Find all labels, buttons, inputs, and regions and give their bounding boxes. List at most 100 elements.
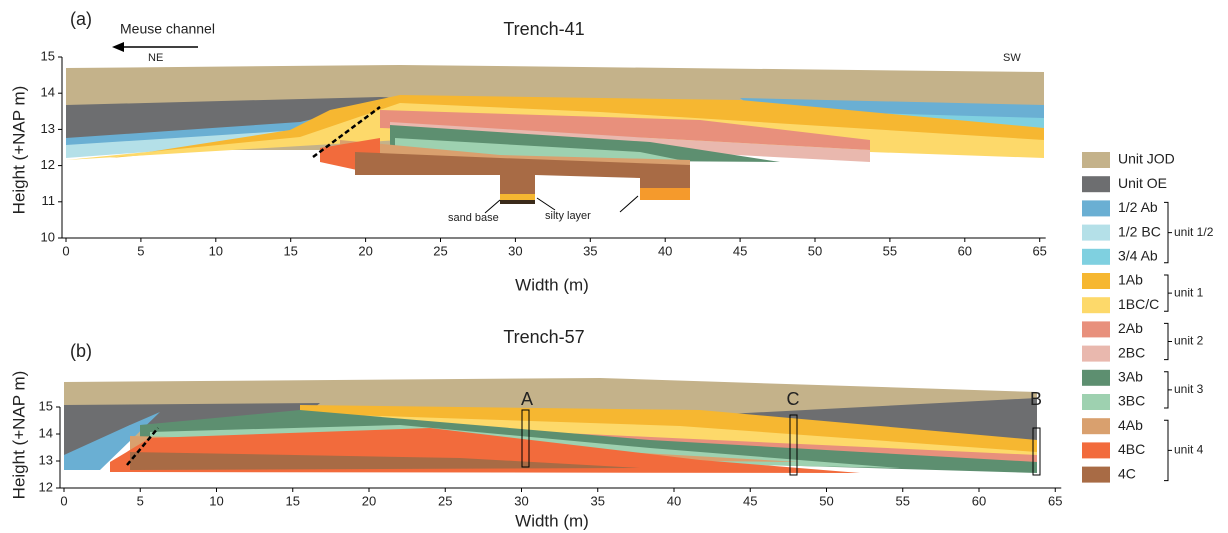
legend-label: 4Ab <box>1118 417 1143 433</box>
x-tick-label: 60 <box>958 243 972 258</box>
x-tick-label: 25 <box>438 493 452 508</box>
x-tick-label: 55 <box>883 243 897 258</box>
group-label: unit 1/2 <box>1174 225 1214 239</box>
bracket <box>1164 372 1172 408</box>
x-tick-label: 50 <box>819 493 833 508</box>
legend-label: 3/4 Ab <box>1118 248 1158 264</box>
panel-title: Trench-41 <box>503 19 584 39</box>
x-tick-label: 30 <box>514 493 528 508</box>
bracket <box>1164 323 1172 359</box>
group-label: unit 3 <box>1174 382 1204 396</box>
panel-label: (b) <box>70 341 92 361</box>
x-tick-label: 10 <box>209 243 223 258</box>
legend-swatch <box>1082 442 1110 458</box>
legend-label: 1/2 Ab <box>1118 199 1158 215</box>
x-tick-label: 50 <box>808 243 822 258</box>
annotation: sand base <box>448 212 499 224</box>
legend-label: 2BC <box>1118 344 1145 360</box>
x-tick-label: 35 <box>583 243 597 258</box>
y-tick-label: 13 <box>39 452 53 467</box>
x-tick-label: 40 <box>658 243 672 258</box>
y-tick-label: 12 <box>41 157 55 172</box>
legend-swatch <box>1082 225 1110 241</box>
legend-swatch <box>1082 273 1110 289</box>
x-tick-label: 25 <box>433 243 447 258</box>
bracket <box>1164 275 1172 311</box>
x-tick-label: 5 <box>137 243 144 258</box>
trench-57-section <box>64 378 1040 475</box>
legend-label: 1BC/C <box>1118 296 1159 312</box>
annotation: SW <box>1003 52 1021 64</box>
x-axis-label: Width (m) <box>515 275 589 294</box>
y-tick-label: 10 <box>41 229 55 244</box>
figure: (a) Trench-41 Meuse channel NE SW sand b… <box>0 0 1228 533</box>
legend-swatch <box>1082 370 1110 386</box>
x-tick-label: 40 <box>667 493 681 508</box>
legend-swatch <box>1082 418 1110 434</box>
y-axis-label: Height (+NAP m) <box>9 86 28 215</box>
x-tick-label: 0 <box>60 493 67 508</box>
legend-swatch <box>1082 346 1110 362</box>
x-tick-label: 60 <box>972 493 986 508</box>
y-axis-label: Height (+NAP m) <box>9 371 28 500</box>
trench-41-section <box>66 42 1044 213</box>
x-tick-label: 65 <box>1048 493 1062 508</box>
legend-label: Unit OE <box>1118 175 1167 191</box>
x-tick-label: 5 <box>137 493 144 508</box>
legend-swatch <box>1082 321 1110 337</box>
marker-label: B <box>1030 389 1042 409</box>
marker-label: C <box>787 389 800 409</box>
group-label: unit 1 <box>1174 285 1204 299</box>
y-tick-label: 15 <box>39 398 53 413</box>
arrow-head <box>112 42 124 52</box>
x-tick-label: 30 <box>508 243 522 258</box>
group-label: unit 4 <box>1174 443 1204 457</box>
legend-swatch <box>1082 297 1110 313</box>
x-tick-label: 55 <box>896 493 910 508</box>
marker-label: A <box>521 389 533 409</box>
x-tick-label: 10 <box>209 493 223 508</box>
x-tick-label: 20 <box>358 243 372 258</box>
y-tick-label: 12 <box>39 479 53 494</box>
y-tick-label: 13 <box>41 121 55 136</box>
x-tick-label: 15 <box>283 243 297 258</box>
annotation: Meuse channel <box>120 21 215 37</box>
bracket <box>1164 420 1172 480</box>
legend-label: 1Ab <box>1118 272 1143 288</box>
x-tick-label: 35 <box>591 493 605 508</box>
legend-label: 2Ab <box>1118 320 1143 336</box>
legend-swatch <box>1082 467 1110 483</box>
pointer <box>620 196 638 212</box>
sand-base <box>500 200 535 204</box>
x-tick-label: 65 <box>1032 243 1046 258</box>
group-label: unit 2 <box>1174 334 1204 348</box>
legend-label: 3BC <box>1118 393 1145 409</box>
legend-label: 4C <box>1118 465 1136 481</box>
sand-base <box>500 194 535 200</box>
panel-title: Trench-57 <box>503 327 584 347</box>
legend: Unit JOD Unit OE 1/2 Ab 1/2 BC 3/4 Ab 1Ab 1BC/… <box>1082 151 1214 483</box>
legend-label: Unit JOD <box>1118 151 1175 167</box>
legend-swatch <box>1082 176 1110 192</box>
x-tick-label: 15 <box>286 493 300 508</box>
legend-label: 4BC <box>1118 441 1145 457</box>
legend-label: 1/2 BC <box>1118 223 1161 239</box>
y-tick-label: 11 <box>42 193 56 208</box>
pointer <box>537 198 555 210</box>
x-tick-label: 0 <box>62 243 69 258</box>
bracket <box>1164 202 1172 262</box>
x-tick-label: 45 <box>733 243 747 258</box>
y-tick-label: 14 <box>39 425 53 440</box>
legend-swatch <box>1082 152 1110 168</box>
x-tick-label: 20 <box>362 493 376 508</box>
silty-layer <box>640 188 690 200</box>
x-axis-label: Width (m) <box>515 511 589 530</box>
legend-label: 3Ab <box>1118 369 1143 385</box>
panel-label: (a) <box>70 9 92 29</box>
legend-swatch <box>1082 200 1110 216</box>
legend-swatch <box>1082 394 1110 410</box>
annotation: silty layer <box>545 210 591 222</box>
y-tick-label: 14 <box>41 85 55 100</box>
x-tick-label: 45 <box>743 493 757 508</box>
annotation: NE <box>148 52 163 64</box>
